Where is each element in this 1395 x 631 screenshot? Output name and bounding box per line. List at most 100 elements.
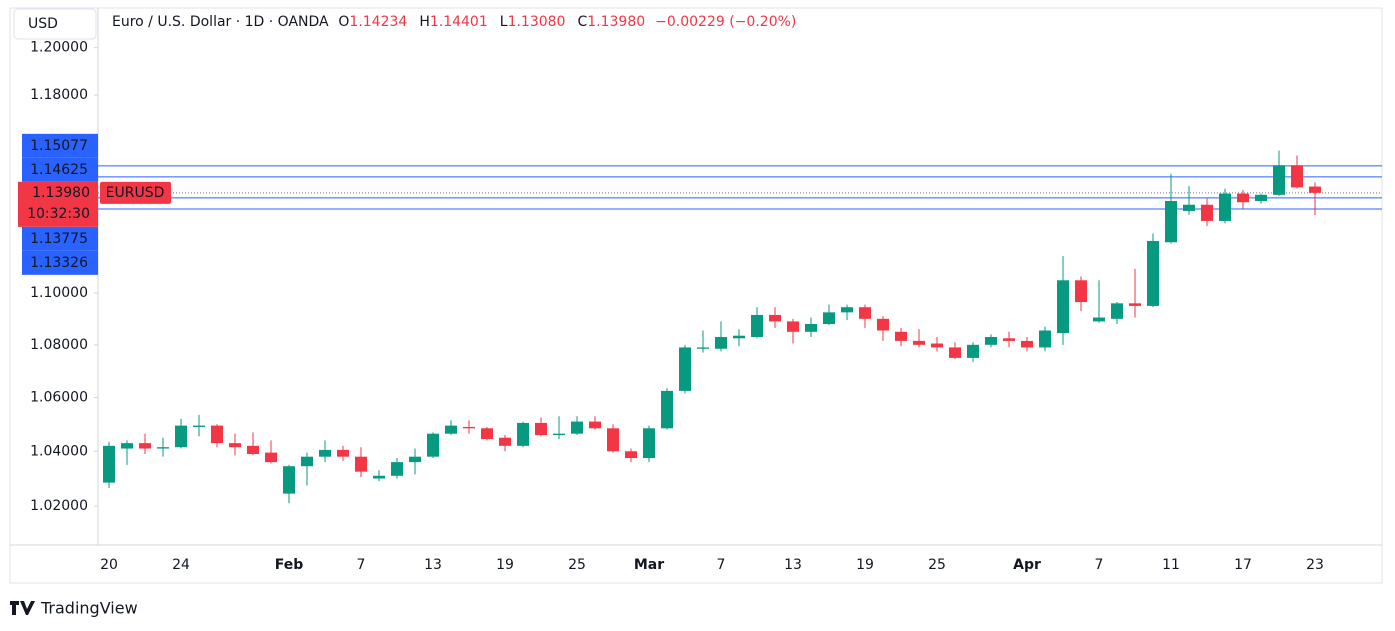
candle-body <box>1309 186 1321 193</box>
candle-body <box>463 426 475 429</box>
candle-body <box>841 307 853 313</box>
candle-body <box>679 347 691 391</box>
candle-body <box>373 475 385 479</box>
candle-body <box>121 443 133 449</box>
candle-body <box>139 443 151 449</box>
last-price-label: 1.13980 <box>32 185 90 201</box>
y-tick-label: 1.04000 <box>30 443 88 459</box>
candle-body <box>157 447 169 449</box>
price-label-box <box>22 226 98 251</box>
candle-body <box>1075 280 1087 303</box>
brand-logo: TradingView <box>10 599 138 618</box>
candle-body <box>499 437 511 446</box>
candle-body <box>1237 193 1249 203</box>
chart-frame <box>9 7 1383 584</box>
x-tick-label: Apr <box>1013 557 1041 573</box>
candle-body <box>625 451 637 459</box>
y-tick-label: 1.08000 <box>30 337 88 353</box>
countdown-label: 10:32:30 <box>27 206 90 222</box>
symbol-tag-label: EURUSD <box>106 185 165 201</box>
candle-body <box>265 452 277 463</box>
candle-body <box>769 314 781 322</box>
candle-body <box>1003 338 1015 341</box>
candle-body <box>787 321 799 332</box>
price-label-text: 1.14625 <box>30 162 88 178</box>
y-tick-label: 1.18000 <box>30 87 88 103</box>
x-tick-label: 13 <box>424 557 442 573</box>
candle-body <box>823 312 835 325</box>
x-tick-label: Mar <box>634 557 664 573</box>
candle-body <box>715 336 727 349</box>
y-tick-label: 1.02000 <box>30 498 88 514</box>
candle-body <box>913 340 925 345</box>
x-tick-label: 19 <box>496 557 514 573</box>
candle-body <box>877 318 889 331</box>
last-price-box <box>18 181 98 227</box>
candle-body <box>733 335 745 339</box>
x-tick-label: 19 <box>856 557 874 573</box>
candle-body <box>391 462 403 476</box>
candle-body <box>859 307 871 319</box>
candle-body <box>985 336 997 345</box>
readout-value: 1.14234 <box>349 14 407 30</box>
candle-body <box>409 456 421 463</box>
candle-body <box>283 466 295 494</box>
y-tick-label: 1.20000 <box>30 40 88 56</box>
price-line-label: 1.15077 <box>22 133 98 158</box>
currency-box[interactable] <box>13 8 97 40</box>
symbol-title: Euro / U.S. Dollar · 1D · OANDA <box>112 14 329 30</box>
candle-body <box>427 433 439 457</box>
candle-body <box>175 425 187 448</box>
change-value: −0.00229 (−0.20%) <box>655 14 796 30</box>
candle-body <box>319 449 331 457</box>
price-line-label: 1.14625 <box>22 157 98 182</box>
candle-body <box>967 344 979 358</box>
y-tick-label: 1.06000 <box>30 390 88 406</box>
candle-body <box>1021 340 1033 348</box>
candle-body <box>1057 280 1069 334</box>
candle-body <box>949 347 961 358</box>
price-line-label: 1.13326 <box>22 250 98 275</box>
candle-body <box>445 425 457 434</box>
price-line-label: 1.13775 <box>22 226 98 251</box>
candle-body <box>211 425 223 444</box>
candle-body <box>571 421 583 434</box>
price-label-text: 1.13326 <box>30 255 88 271</box>
readout-key: C <box>577 14 587 30</box>
brand-icon <box>10 601 35 615</box>
candle-body <box>193 425 205 427</box>
currency-label[interactable]: USD <box>28 16 58 32</box>
price-label-box <box>22 157 98 182</box>
candle-body <box>589 421 601 429</box>
x-tick-label: 7 <box>357 557 366 573</box>
candle-body <box>517 422 529 446</box>
x-tick-label: 17 <box>1234 557 1252 573</box>
readout-value: 1.13080 <box>508 14 566 30</box>
candle-body <box>895 331 907 341</box>
symbol-tag <box>100 181 171 204</box>
candle-body <box>1111 303 1123 319</box>
candle-body <box>535 422 547 436</box>
candle-body <box>1183 204 1195 211</box>
candle-body <box>481 428 493 440</box>
price-label-text: 1.13775 <box>30 231 88 247</box>
readout-value: 1.13980 <box>587 14 645 30</box>
x-tick-label: 25 <box>568 557 586 573</box>
candle-body <box>247 445 259 454</box>
candle-body <box>1273 165 1285 195</box>
candle-body <box>751 314 763 337</box>
x-tick-label: 7 <box>717 557 726 573</box>
candle-body <box>1255 194 1267 202</box>
readout-key: H <box>419 14 430 30</box>
candle-body <box>931 343 943 348</box>
candle-body <box>1201 204 1213 221</box>
candle-body <box>1147 240 1159 306</box>
price-label-box <box>22 250 98 275</box>
readout-key: L <box>500 14 508 30</box>
candle-body <box>661 390 673 429</box>
candle-body <box>1129 303 1141 306</box>
x-tick-label: Feb <box>275 557 304 573</box>
y-tick-label: 1.10000 <box>30 285 88 301</box>
candle-body <box>643 428 655 459</box>
